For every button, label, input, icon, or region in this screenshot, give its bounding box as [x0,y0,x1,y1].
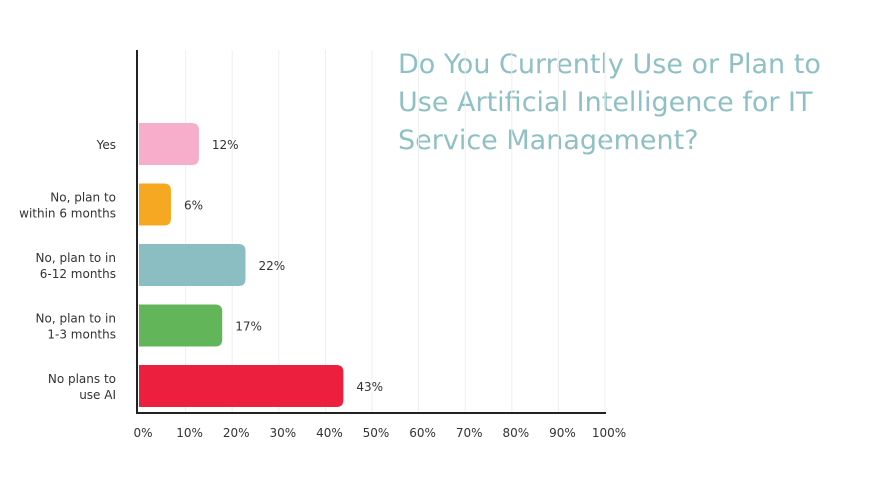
bar [139,304,223,347]
x-tick-label: 30% [269,426,296,440]
x-tick-label: 20% [223,426,250,440]
bar [139,244,246,286]
category-label: No, plan to in 1-3 months [36,312,116,342]
x-tick-label: 80% [502,426,529,440]
value-label: 43% [356,380,383,394]
x-tick-label: 90% [549,426,576,440]
value-label: 22% [259,259,286,273]
category-label: No plans to use AI [48,372,116,402]
x-tick-label: 100% [592,426,626,440]
value-label: 6% [184,199,203,213]
category-label: No, plan to in 6-12 months [36,251,116,281]
category-label: No, plan to within 6 months [19,191,116,221]
value-label: 17% [235,320,262,334]
x-tick-label: 70% [456,426,483,440]
bar [139,183,171,226]
bar [139,123,199,165]
bar [139,365,344,407]
x-tick-label: 10% [176,426,203,440]
x-tick-label: 50% [363,426,390,440]
value-label: 12% [212,138,239,152]
category-label: Yes [96,138,116,152]
x-tick-label: 40% [316,426,343,440]
x-tick-label: 0% [133,426,152,440]
x-tick-label: 60% [409,426,436,440]
